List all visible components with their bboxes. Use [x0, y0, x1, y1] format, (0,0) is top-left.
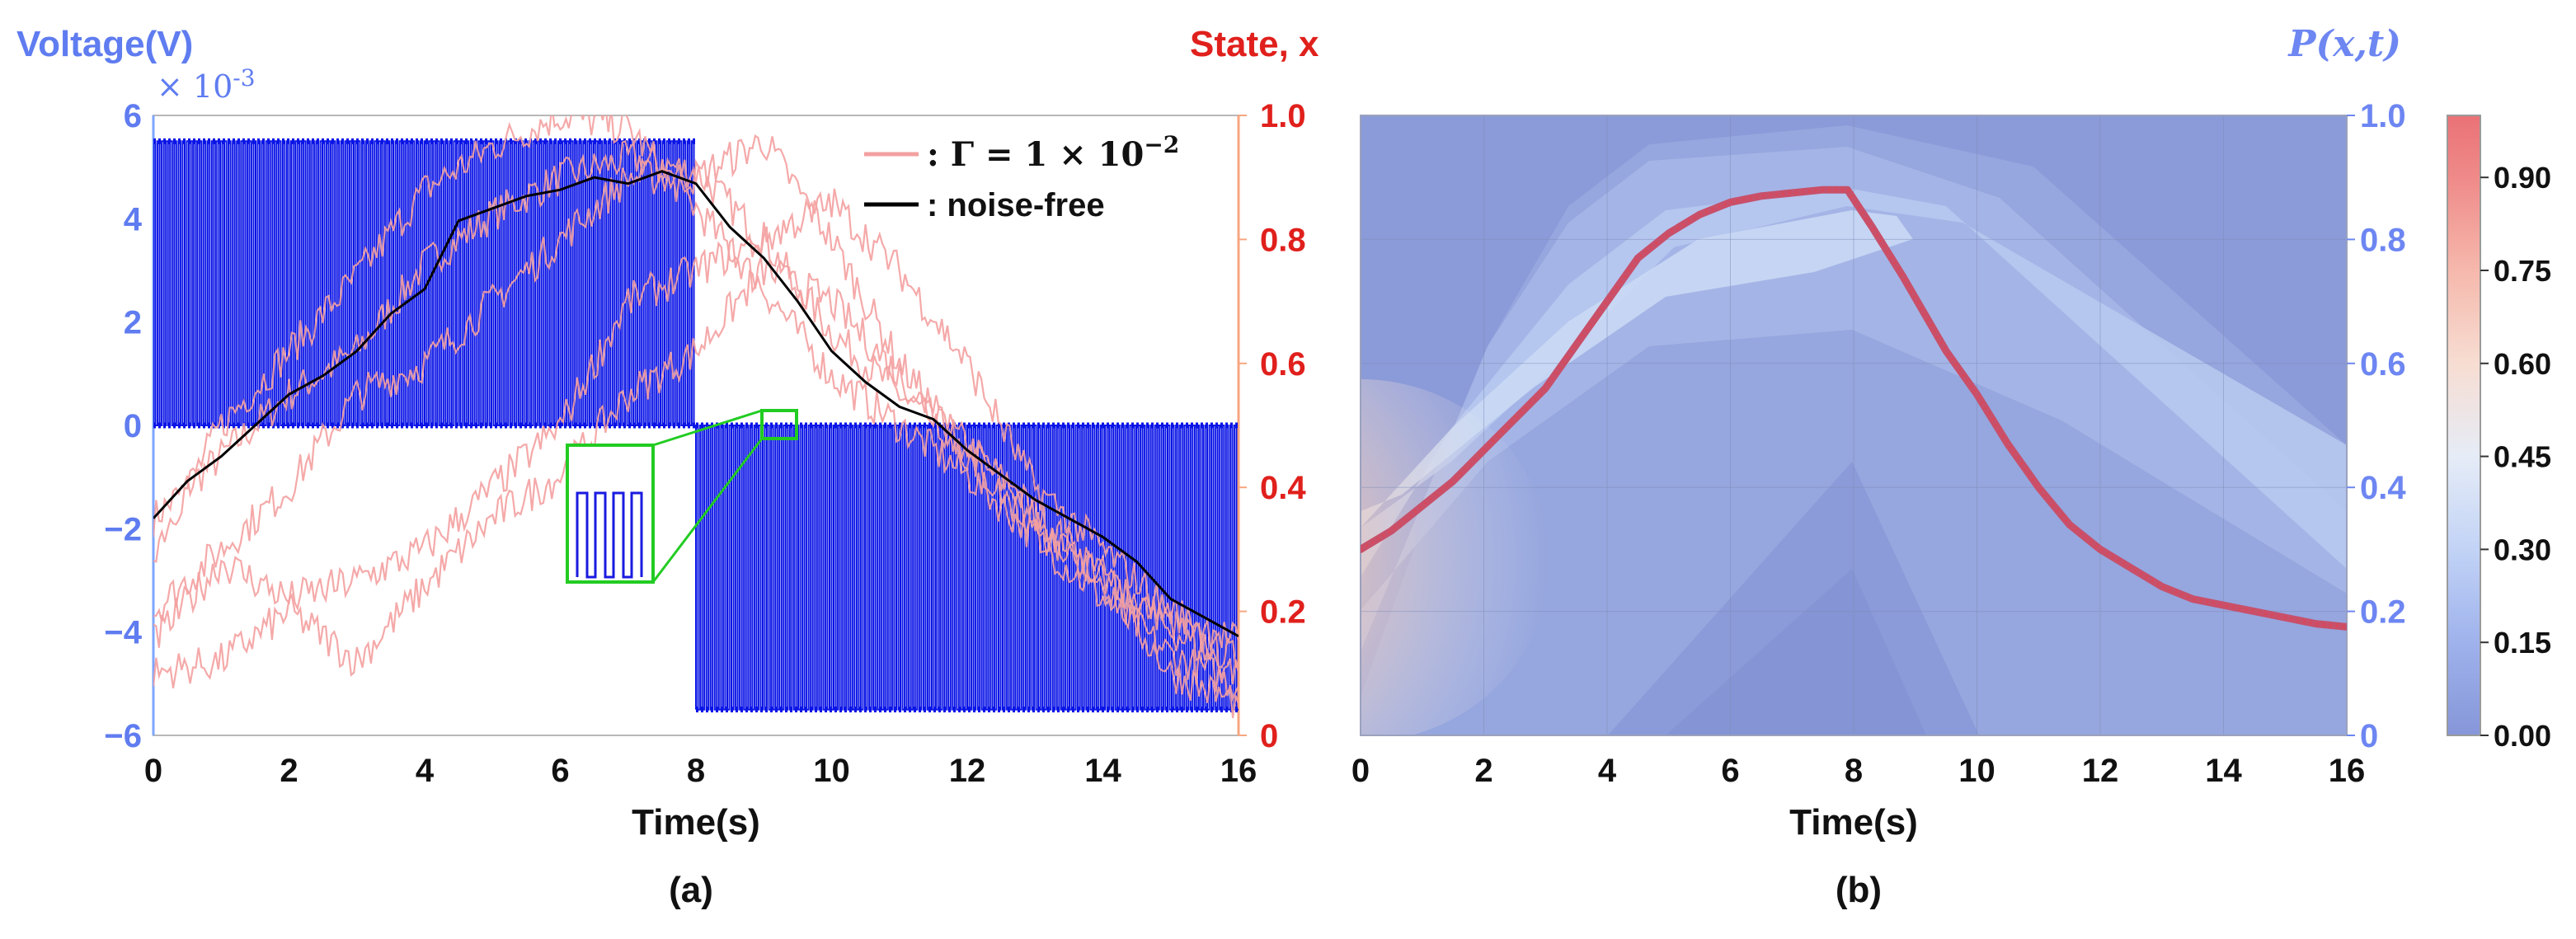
zoom-connector: [651, 438, 764, 583]
panel-b: P(x,t) 0 2 4 6 8 10 12 14 16 1.0 0.8 0.6 0.4 0.2 0 0.9…: [1351, 23, 2551, 910]
colorbar-tick-label: 0.30: [2494, 533, 2551, 566]
plot-area-b: [1360, 115, 2348, 736]
zoom-source-box: [760, 409, 798, 440]
panel-b-caption: (b): [1836, 870, 1882, 910]
left-y-tick-label: 6: [124, 98, 142, 134]
noisy-trajectory-3: [153, 134, 1239, 685]
axis-ticks-a: 0 2 4 6 8 10 12 14 16 6 4 2 0 −2 −4 −6 1.0 0.8 0.6 0.4 0.2 0: [104, 98, 1306, 789]
x-tick-label-a: 6: [551, 753, 569, 789]
left-y-tick-label: −6: [104, 718, 142, 754]
noise-free-trajectory: [153, 170, 1239, 638]
zoom-target-box: [566, 444, 655, 584]
panel-a: Voltage(V) × 10-3 State, x : Γ = 1 × 10−…: [16, 24, 1319, 910]
colorbar-tick-label: 0.45: [2494, 440, 2551, 474]
heatmap-band: [1361, 210, 1913, 528]
legend-label-clean: : noise-free: [927, 187, 1105, 223]
axis-ticks-b: 0 2 4 6 8 10 12 14 16 1.0 0.8 0.6 0.4 0.2 0: [1351, 98, 2406, 789]
x-tick-label-b: 16: [2329, 753, 2366, 789]
x-tick-label-a: 4: [416, 753, 435, 789]
x-tick-label-a: 12: [949, 753, 986, 789]
colorbar-tick-label: 0.15: [2494, 626, 2551, 660]
x-axis-title-b: Time(s): [1789, 802, 1918, 843]
left-y-tick-label: 4: [124, 201, 143, 237]
voltage-pulses-phase-1: [153, 140, 696, 426]
zoom-inset: [566, 409, 798, 584]
left-y-tick-label: 0: [124, 408, 142, 444]
probability-tick-label: 1.0: [2360, 98, 2406, 134]
right-y-tick-label: 0.2: [1260, 594, 1306, 631]
x-tick-label-b: 12: [2082, 753, 2119, 789]
right-y-tick-label: 0: [1260, 718, 1278, 754]
probability-tick-label: 0: [2360, 718, 2378, 754]
x-tick-label-b: 10: [1958, 753, 1995, 789]
heatmap: [1361, 115, 2347, 735]
colorbar-ticks: 0.90 0.75 0.60 0.45 0.30 0.15 0.00: [2480, 161, 2551, 753]
colorbar-tick-label: 0.75: [2494, 254, 2551, 288]
x-tick-label-b: 2: [1474, 753, 1492, 789]
probability-axis-title: P(x,t): [2287, 23, 2401, 65]
noisy-trajectory-2: [153, 115, 1239, 702]
x-tick-label-b: 8: [1845, 753, 1863, 789]
probability-tick-label: 0.6: [2360, 346, 2406, 383]
x-tick-label-b: 0: [1351, 753, 1370, 789]
x-tick-label-a: 16: [1220, 753, 1257, 789]
right-y-tick-label: 0.6: [1260, 346, 1306, 383]
panel-a-caption: (a): [669, 870, 713, 910]
colorbar-tick-label: 0.00: [2494, 719, 2551, 753]
probability-tick-label: 0.4: [2360, 470, 2406, 506]
left-y-tick-label: −4: [104, 615, 142, 651]
right-y-tick-label: 1.0: [1260, 98, 1306, 134]
heatmap-grid: [1361, 115, 2347, 735]
noisy-trajectory-4: [153, 256, 1239, 719]
colorbar: [2447, 115, 2481, 736]
x-tick-label-a: 14: [1084, 753, 1121, 789]
probability-tick-label: 0.2: [2360, 594, 2406, 631]
x-tick-label-b: 4: [1598, 753, 1617, 789]
zoom-connector: [652, 409, 763, 447]
right-y-tick-label: 0.4: [1260, 470, 1306, 506]
right-y-tick-label: 0.8: [1260, 222, 1306, 258]
x-tick-label-a: 8: [687, 753, 705, 789]
noise-free-line: [153, 170, 1239, 638]
noisy-trajectories: [153, 115, 1239, 719]
colorbar-tick-label: 0.60: [2494, 347, 2551, 381]
legend: : Γ = 1 × 10−2 : noise-free: [864, 131, 1179, 223]
left-axis-multiplier: × 10-3: [157, 64, 256, 105]
noisy-trajectory-1: [153, 139, 1239, 669]
x-tick-label-a: 0: [144, 753, 162, 789]
x-tick-label-b: 14: [2205, 753, 2242, 789]
noisy-trajectory-5: [153, 188, 1239, 651]
probability-tick-label: 0.8: [2360, 222, 2406, 258]
right-axis-title: State, x: [1190, 24, 1319, 64]
x-tick-label-a: 10: [813, 753, 850, 789]
legend-label-noise: : Γ = 1 × 10−2: [927, 131, 1179, 174]
colorbar-tick-label: 0.90: [2494, 161, 2551, 195]
left-axis-title: Voltage(V): [16, 24, 193, 64]
left-y-tick-label: 2: [124, 305, 142, 341]
zoomed-pulse-wave: [576, 491, 643, 579]
x-tick-label-b: 6: [1721, 753, 1739, 789]
mean-state-markers: [1361, 188, 2347, 628]
mean-state-curve: [1361, 185, 2347, 631]
x-axis-title-a: Time(s): [632, 802, 760, 843]
heatmap-hotspot: [1361, 379, 1550, 735]
x-tick-label-a: 2: [280, 753, 298, 789]
left-y-tick-label: −2: [104, 511, 142, 547]
